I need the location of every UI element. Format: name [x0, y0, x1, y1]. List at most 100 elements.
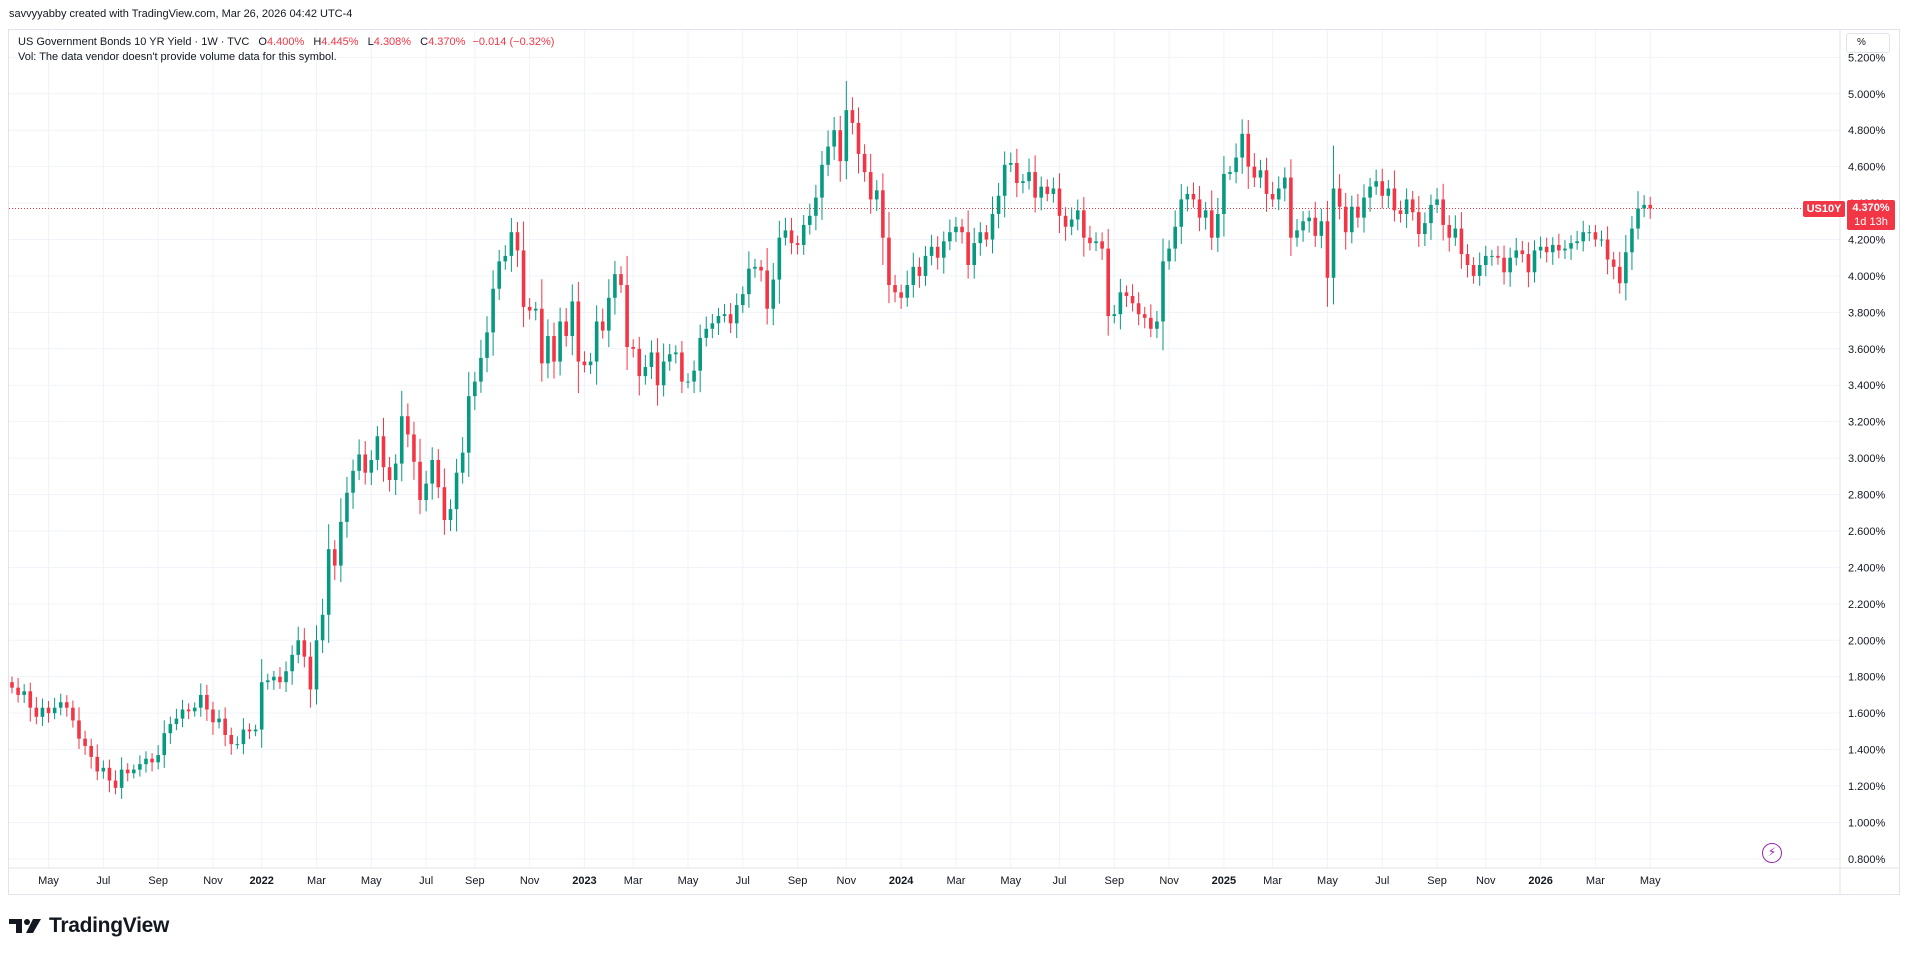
candle — [1374, 169, 1378, 195]
candle — [588, 352, 593, 374]
candle-body — [966, 232, 970, 266]
x-tick-label: Mar — [1586, 875, 1605, 887]
x-tick-label: 2024 — [889, 875, 914, 887]
candle — [1483, 245, 1488, 277]
candle-body — [1209, 210, 1214, 238]
candle-body — [1374, 181, 1378, 187]
candle-body — [594, 321, 599, 362]
candle-body — [771, 279, 776, 309]
candle-body — [625, 285, 629, 347]
candle — [1289, 159, 1293, 256]
candle-body — [1599, 239, 1604, 241]
candle-body — [826, 146, 830, 165]
time-axis[interactable]: May Jul Sep Nov 2022 Mar May Jul Sep Nov 2023 Mar Ma… — [9, 867, 1900, 887]
candle — [119, 757, 124, 799]
candle-body — [1276, 188, 1281, 200]
candle-body — [1191, 193, 1196, 200]
candle-body — [1240, 133, 1244, 158]
candle-body — [710, 323, 715, 329]
candle-body — [272, 676, 276, 681]
candle — [1094, 232, 1098, 252]
symbol-title: US Government Bonds 10 YR Yield · 1W · T… — [18, 36, 250, 48]
candle — [52, 697, 57, 720]
candle — [491, 270, 495, 356]
candle-body — [1118, 292, 1123, 315]
candle-body — [345, 492, 349, 522]
candle — [1453, 215, 1458, 246]
x-tick-label: Sep — [1105, 875, 1125, 887]
candle-body — [77, 720, 81, 739]
candle — [278, 667, 282, 689]
candle — [1155, 310, 1159, 339]
candle — [1648, 196, 1653, 219]
candle-body — [247, 729, 252, 732]
candle — [1593, 225, 1598, 247]
candle — [1471, 257, 1476, 284]
candle — [1557, 233, 1561, 259]
candle — [1270, 181, 1275, 207]
candle-body — [448, 509, 453, 521]
price-axis[interactable]: 5.200%5.000%4.800%4.600%4.400%4.200%4.00… — [1839, 30, 1886, 895]
candle — [911, 252, 916, 298]
candle — [631, 339, 635, 358]
candle — [576, 281, 581, 394]
candle-body — [1636, 208, 1640, 229]
candle — [1136, 292, 1141, 326]
candle — [759, 259, 763, 282]
candle — [1185, 186, 1190, 212]
candle-body — [1593, 232, 1598, 240]
tradingview-footer[interactable]: TradingView — [9, 914, 169, 938]
candle-body — [363, 454, 368, 473]
candle — [1508, 247, 1512, 287]
candle — [1563, 240, 1567, 259]
candle-body — [948, 232, 952, 242]
candle-body — [868, 172, 873, 200]
candle — [95, 744, 100, 781]
candle — [265, 673, 270, 690]
candle — [527, 298, 532, 320]
candle — [1130, 284, 1135, 312]
lightning-icon[interactable]: ⚡ — [1762, 843, 1782, 863]
candle-body — [546, 336, 550, 364]
candle-body — [874, 190, 879, 200]
candle — [156, 745, 160, 770]
candle-body — [576, 301, 581, 362]
candle-body — [65, 702, 69, 708]
candle-body — [1416, 212, 1421, 235]
candle-body — [686, 381, 690, 383]
candle-body — [46, 707, 51, 714]
percent-scale-button[interactable]: % — [1846, 33, 1890, 53]
x-tick-label: Jul — [1052, 875, 1066, 887]
candle-body — [284, 671, 288, 683]
candle — [868, 153, 873, 214]
candle — [418, 438, 422, 515]
candle-body — [95, 756, 100, 772]
candle-body — [789, 230, 794, 244]
candle-body — [1222, 173, 1226, 214]
candle — [1082, 197, 1086, 257]
candle — [1313, 201, 1318, 247]
candle — [1301, 211, 1305, 242]
candle — [174, 708, 179, 731]
candle — [412, 421, 416, 480]
candle — [259, 659, 264, 748]
candle — [1118, 278, 1123, 330]
candle — [1569, 235, 1573, 260]
candle — [424, 470, 428, 512]
candle-body — [1039, 186, 1044, 198]
candle-body — [308, 656, 313, 690]
candle-body — [265, 680, 270, 683]
candle-body — [1015, 162, 1019, 184]
candle — [40, 698, 45, 726]
candle — [1033, 155, 1037, 213]
x-tick-label: Jul — [419, 875, 433, 887]
candle-body — [1246, 133, 1251, 167]
candle-body — [960, 226, 964, 233]
y-tick-label: 3.200% — [1848, 417, 1886, 429]
candle — [101, 760, 106, 779]
candle-body — [1027, 172, 1031, 182]
candle-body — [479, 357, 483, 382]
candle-body — [320, 614, 325, 641]
candle — [893, 275, 897, 303]
